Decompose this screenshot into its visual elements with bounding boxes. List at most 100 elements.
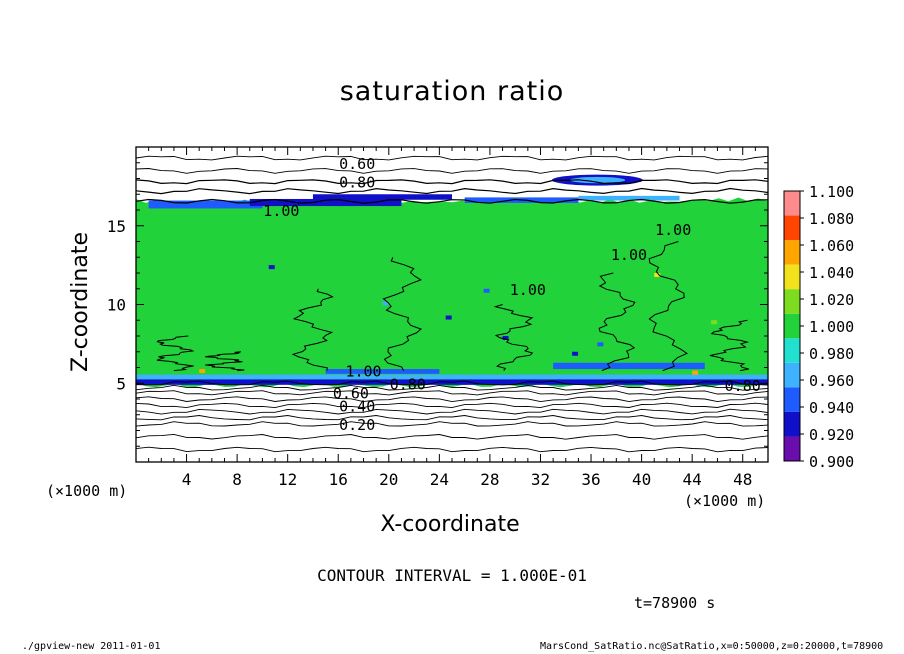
contour-lines: 0.600.801.001.000.800.600.400.201.001.00… <box>135 155 769 453</box>
time-label: t=78900 s <box>634 594 716 612</box>
colorbar-bin <box>784 411 800 437</box>
x-tick-label: 48 <box>733 470 752 489</box>
contour-line <box>135 390 769 396</box>
scatter-cell <box>199 369 206 374</box>
footer-right: MarsCond_SatRatio.nc@SatRatio,x=0:50000,… <box>540 641 884 652</box>
x-tick-label: 44 <box>683 470 702 489</box>
bottom-fringe <box>136 374 768 380</box>
colorbar-label: 1.060 <box>809 237 854 255</box>
contour-line <box>135 402 769 409</box>
contour-label: 0.60 <box>333 385 369 403</box>
contour-line-vertical <box>205 351 245 372</box>
contour-line <box>135 446 769 453</box>
contour-label: 1.00 <box>510 281 546 299</box>
contour-line <box>135 421 769 427</box>
x-tick-label: 20 <box>379 470 398 489</box>
scatter-cell <box>597 342 604 347</box>
top-fringe <box>148 200 263 209</box>
colorbar-label: 0.940 <box>809 399 854 417</box>
bottom-fringe <box>325 369 440 374</box>
contour-line <box>135 380 769 386</box>
colorbar-label: 1.000 <box>809 318 854 336</box>
contour-label: 0.20 <box>339 416 375 434</box>
x-axis-label: X-coordinate <box>380 512 520 537</box>
colorbar-label: 0.960 <box>809 372 854 390</box>
colorbar-bin <box>784 362 800 388</box>
contour-interval-label: CONTOUR INTERVAL = 1.000E-01 <box>317 566 587 585</box>
x-tick-label: 8 <box>232 470 242 489</box>
contour-line-vertical <box>291 288 334 371</box>
scatter-cell <box>483 288 490 293</box>
contour-line-vertical <box>598 272 636 372</box>
colorbar-bin <box>784 289 800 314</box>
contour-line-vertical <box>493 304 534 371</box>
chart-title: saturation ratio <box>339 76 565 107</box>
colorbar-bin <box>784 436 800 461</box>
contour-label: 1.00 <box>611 246 647 264</box>
contour-line <box>135 179 769 185</box>
x-tick-label: 32 <box>531 470 550 489</box>
saturated-layer <box>136 197 768 388</box>
x-tick-label: 36 <box>581 470 600 489</box>
x-tick-label: 24 <box>430 470 449 489</box>
colorbar-label: 0.920 <box>809 426 854 444</box>
y-tick-label: 10 <box>107 296 126 315</box>
colorbar-bin <box>784 313 800 339</box>
x-tick-label: 4 <box>182 470 192 489</box>
colorbar-label: 1.100 <box>809 183 854 201</box>
scatter-cell <box>711 320 718 325</box>
contour-label: 0.40 <box>339 397 375 415</box>
contour-label: 0.80 <box>390 375 426 393</box>
contour-label: 0.60 <box>339 155 375 173</box>
contour-line <box>135 384 769 391</box>
heatmap-field <box>136 174 768 388</box>
colorbar-label: 0.980 <box>809 345 854 363</box>
scatter-cell <box>572 351 579 356</box>
contour-line-vertical <box>156 335 195 372</box>
top-fringe <box>312 194 452 200</box>
scatter-cell <box>502 336 509 340</box>
footer-left: ./gpview-new 2011-01-01 <box>22 641 161 652</box>
x-unit-label-left: (×1000 m) <box>46 482 128 500</box>
x-tick-label: 12 <box>278 470 297 489</box>
contour-label: 0.80 <box>339 174 375 192</box>
contour-line <box>135 433 769 440</box>
contour-label: 1.00 <box>263 202 299 220</box>
contour-label: 1.00 <box>655 221 691 239</box>
top-fringe <box>249 198 402 207</box>
colorbar-bin <box>784 191 800 216</box>
x-unit-label-right: (×1000 m) <box>684 492 766 510</box>
x-tick-label: 40 <box>632 470 651 489</box>
x-tick-label: 28 <box>480 470 499 489</box>
colorbar: 0.900 0.920 0.940 0.960 0.980 1.000 1.020 1.040… <box>783 183 854 471</box>
contour-label: 0.80 <box>725 377 761 395</box>
contour-line <box>135 155 769 161</box>
y-tick-label: 15 <box>107 217 126 236</box>
contour-line <box>135 415 769 421</box>
scatter-cell <box>692 370 699 375</box>
scatter-cell <box>654 273 661 277</box>
upper-pocket-core <box>569 176 626 184</box>
contour-line <box>135 408 769 415</box>
y-tick-label: 5 <box>116 374 126 393</box>
contour-line <box>135 396 769 403</box>
contour-line-vertical <box>648 241 688 372</box>
contour-line <box>135 168 769 174</box>
colorbar-label: 1.040 <box>809 264 854 282</box>
colorbar-label: 0.900 <box>809 453 854 471</box>
x-tick-label: 16 <box>329 470 348 489</box>
contour-line-vertical <box>382 257 422 371</box>
contour-line-top <box>135 198 769 204</box>
scatter-cell <box>268 265 275 270</box>
colorbar-bin <box>784 387 800 412</box>
contour-label: 1.00 <box>345 363 381 381</box>
contour-line-vertical <box>709 319 750 372</box>
contour-line <box>135 187 769 195</box>
bottom-fringe <box>553 362 705 370</box>
scatter-cell <box>382 301 389 306</box>
colorbar-bin <box>784 240 800 265</box>
colorbar-bin <box>784 215 800 241</box>
colorbar-label: 1.020 <box>809 291 854 309</box>
